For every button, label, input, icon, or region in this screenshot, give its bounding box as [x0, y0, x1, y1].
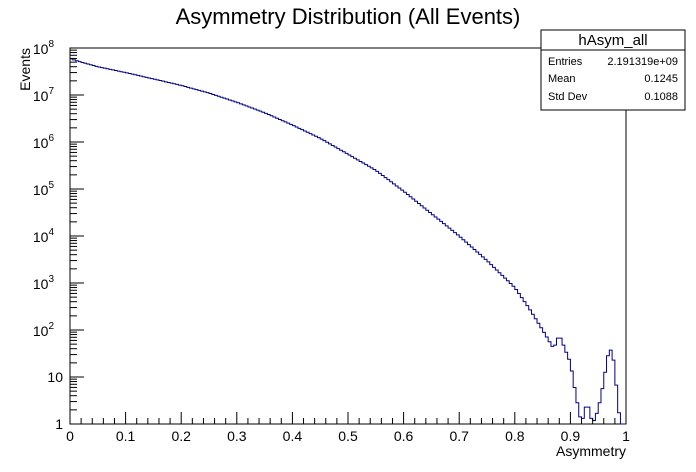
x-tick-label: 1 [622, 428, 630, 444]
stats-stddev-value: 0.1088 [644, 91, 678, 103]
stats-mean-label: Mean [548, 73, 576, 85]
stats-box-name: hAsym_all [578, 32, 647, 49]
stats-box-frame [540, 29, 686, 111]
stats-box: hAsym_all Entries 2.191319e+09 Mean 0.12… [540, 29, 686, 111]
x-axis-label: Asymmetry [556, 443, 626, 459]
stats-stddev-label: Std Dev [548, 91, 588, 103]
x-tick-label: 0.2 [171, 428, 191, 444]
x-tick-label: 0.4 [283, 428, 303, 444]
x-tick-label: 0.6 [394, 428, 414, 444]
x-tick-label: 0.3 [227, 428, 247, 444]
y-axis-label: Events [17, 48, 33, 91]
stats-entries-label: Entries [548, 56, 583, 68]
stats-mean-value: 0.1245 [644, 73, 678, 85]
x-tick-label: 0.5 [338, 428, 358, 444]
x-tick-label: 0.7 [449, 428, 469, 444]
x-axis-ticks: 0 0.1 0.2 0.3 0.4 0.5 0.6 0.7 0.8 0.9 1 [66, 412, 630, 444]
x-tick-label: 0.9 [561, 428, 581, 444]
histogram-series-line [69, 58, 626, 425]
y-tick-label: 10 [47, 369, 63, 385]
x-tick-label: 0 [66, 428, 74, 444]
chart-title: Asymmetry Distribution (All Events) [176, 4, 521, 29]
y-tick-label: 1 [55, 416, 63, 432]
x-tick-label: 0.1 [116, 428, 136, 444]
stats-entries-value: 2.191319e+09 [607, 56, 678, 68]
x-tick-label: 0.8 [505, 428, 525, 444]
